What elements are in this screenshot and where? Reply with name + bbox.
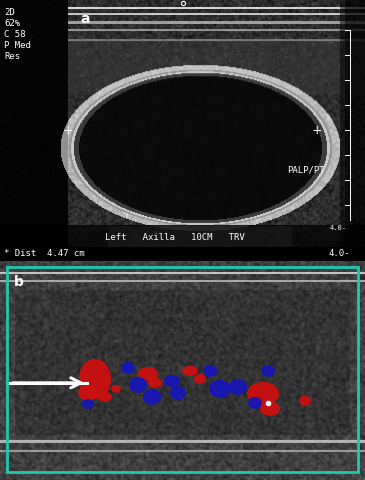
Ellipse shape [209,380,231,398]
Text: +: + [63,124,73,137]
Ellipse shape [78,385,98,401]
Ellipse shape [121,362,135,374]
Ellipse shape [247,382,279,406]
Ellipse shape [138,367,158,381]
Ellipse shape [111,385,121,393]
Ellipse shape [143,389,161,405]
Text: 2D: 2D [4,8,15,17]
Ellipse shape [98,392,112,402]
Ellipse shape [182,366,198,376]
Ellipse shape [82,399,94,409]
Text: b: b [14,275,24,288]
Text: P Med: P Med [4,41,31,50]
Ellipse shape [194,374,206,384]
Ellipse shape [229,379,247,395]
Text: a: a [80,12,89,26]
Ellipse shape [260,402,280,416]
Ellipse shape [248,397,262,409]
Text: Left   Axilla   10CM   TRV: Left Axilla 10CM TRV [105,233,245,242]
Ellipse shape [261,365,275,377]
Text: C 58: C 58 [4,30,26,39]
Ellipse shape [299,396,311,406]
Text: 62%: 62% [4,19,20,28]
Ellipse shape [164,375,180,387]
Ellipse shape [148,378,162,388]
Ellipse shape [79,359,111,399]
Text: 4.0-: 4.0- [330,225,347,231]
Text: * Dist  4.47 cm: * Dist 4.47 cm [4,250,84,258]
Text: +: + [312,124,322,137]
Text: PALP/PT: PALP/PT [287,166,324,175]
Ellipse shape [203,365,217,377]
Text: Res: Res [4,52,20,61]
Text: 4.0-: 4.0- [329,250,350,258]
Ellipse shape [170,386,186,400]
Ellipse shape [129,377,147,393]
